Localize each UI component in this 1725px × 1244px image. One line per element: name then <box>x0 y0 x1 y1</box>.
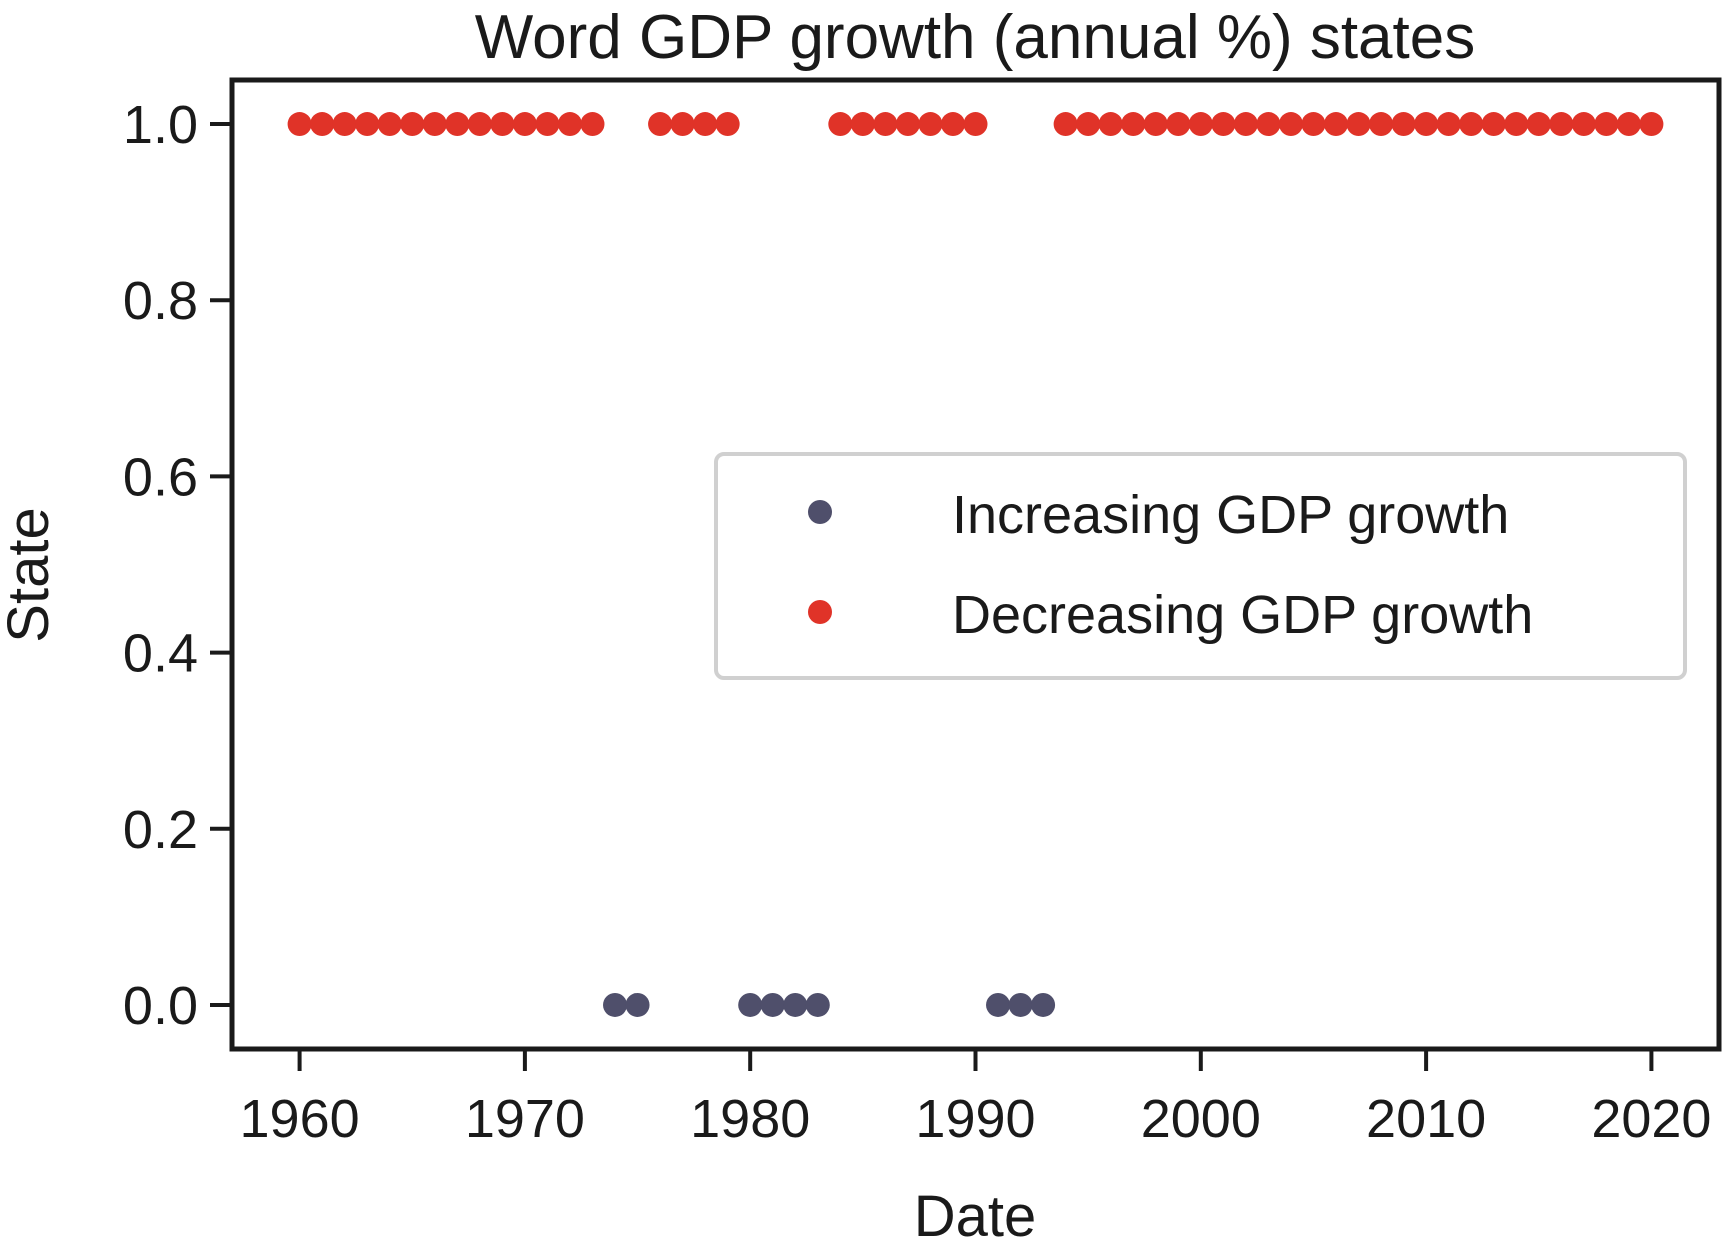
decreasing-point <box>1436 112 1461 137</box>
decreasing-point <box>670 112 695 137</box>
decreasing-point <box>445 112 470 137</box>
decreasing-point <box>1346 112 1371 137</box>
increasing-point <box>1031 992 1056 1017</box>
y-tick-label: 0.2 <box>123 800 198 860</box>
y-tick-label: 0.4 <box>123 624 198 684</box>
y-tick-label: 1.0 <box>123 95 198 155</box>
x-tick-label: 2020 <box>1591 1089 1711 1149</box>
decreasing-point <box>422 112 447 137</box>
decreasing-point <box>467 112 492 137</box>
decreasing-point <box>1233 112 1258 137</box>
legend-label-increasing: Increasing GDP growth <box>952 485 1509 545</box>
decreasing-point <box>580 112 605 137</box>
decreasing-point <box>1166 112 1191 137</box>
x-axis-label: Date <box>914 1184 1037 1244</box>
decreasing-point <box>895 112 920 137</box>
decreasing-point <box>1053 112 1078 137</box>
decreasing-point <box>1639 112 1664 137</box>
y-axis-ticks: 0.0 0.2 0.4 0.6 0.8 1.0 <box>123 95 232 1036</box>
decreasing-point <box>1571 112 1596 137</box>
decreasing-point <box>648 112 673 137</box>
decreasing-point <box>850 112 875 137</box>
decreasing-point <box>1616 112 1641 137</box>
decreasing-point <box>490 112 515 137</box>
decreasing-point <box>963 112 988 137</box>
decreasing-point <box>1414 112 1439 137</box>
legend-box <box>714 452 1687 680</box>
decreasing-point <box>1278 112 1303 137</box>
decreasing-point <box>918 112 943 137</box>
data-points <box>287 112 1664 1017</box>
y-tick-label: 0.0 <box>123 976 198 1036</box>
decreasing-point <box>715 112 740 137</box>
legend-marker-increasing <box>808 500 832 524</box>
decreasing-point <box>1121 112 1146 137</box>
legend-label-decreasing: Decreasing GDP growth <box>952 585 1533 645</box>
x-tick-label: 1970 <box>465 1089 585 1149</box>
decreasing-point <box>1188 112 1213 137</box>
decreasing-point <box>1211 112 1236 137</box>
decreasing-point <box>1459 112 1484 137</box>
legend: Increasing GDP growth Decreasing GDP gro… <box>714 452 1687 680</box>
decreasing-point <box>1323 112 1348 137</box>
increasing-point <box>1008 992 1033 1017</box>
decreasing-point <box>1549 112 1574 137</box>
increasing-point <box>986 992 1011 1017</box>
plot-frame <box>229 77 1722 1052</box>
decreasing-point <box>873 112 898 137</box>
decreasing-point <box>1391 112 1416 137</box>
decreasing-point <box>1098 112 1123 137</box>
decreasing-point <box>1504 112 1529 137</box>
decreasing-point <box>400 112 425 137</box>
decreasing-point <box>828 112 853 137</box>
x-tick-label: 2010 <box>1366 1089 1486 1149</box>
legend-marker-decreasing <box>808 600 832 624</box>
increasing-point <box>805 992 830 1017</box>
decreasing-point <box>355 112 380 137</box>
x-tick-label: 1960 <box>240 1089 360 1149</box>
decreasing-point <box>287 112 312 137</box>
y-tick-label: 0.8 <box>123 271 198 331</box>
decreasing-point <box>1076 112 1101 137</box>
y-axis-label: State <box>0 507 61 642</box>
increasing-point <box>738 992 763 1017</box>
decreasing-point <box>1143 112 1168 137</box>
x-tick-label: 1990 <box>915 1089 1035 1149</box>
decreasing-point <box>1594 112 1619 137</box>
decreasing-point <box>512 112 537 137</box>
decreasing-point <box>310 112 335 137</box>
decreasing-point <box>940 112 965 137</box>
decreasing-point <box>1481 112 1506 137</box>
decreasing-point <box>1369 112 1394 137</box>
x-tick-label: 2000 <box>1141 1089 1261 1149</box>
x-tick-label: 1980 <box>690 1089 810 1149</box>
chart-title: Word GDP growth (annual %) states <box>475 3 1475 72</box>
decreasing-point <box>1256 112 1281 137</box>
decreasing-point <box>1526 112 1551 137</box>
decreasing-point <box>557 112 582 137</box>
decreasing-point <box>332 112 357 137</box>
increasing-point <box>760 992 785 1017</box>
decreasing-point <box>535 112 560 137</box>
decreasing-point <box>377 112 402 137</box>
x-axis-ticks: 1960 1970 1980 1990 2000 2010 2020 <box>240 1049 1711 1149</box>
increasing-point <box>625 992 650 1017</box>
increasing-point <box>783 992 808 1017</box>
decreasing-point <box>1301 112 1326 137</box>
y-tick-label: 0.6 <box>123 447 198 507</box>
decreasing-point <box>693 112 718 137</box>
increasing-point <box>603 992 628 1017</box>
